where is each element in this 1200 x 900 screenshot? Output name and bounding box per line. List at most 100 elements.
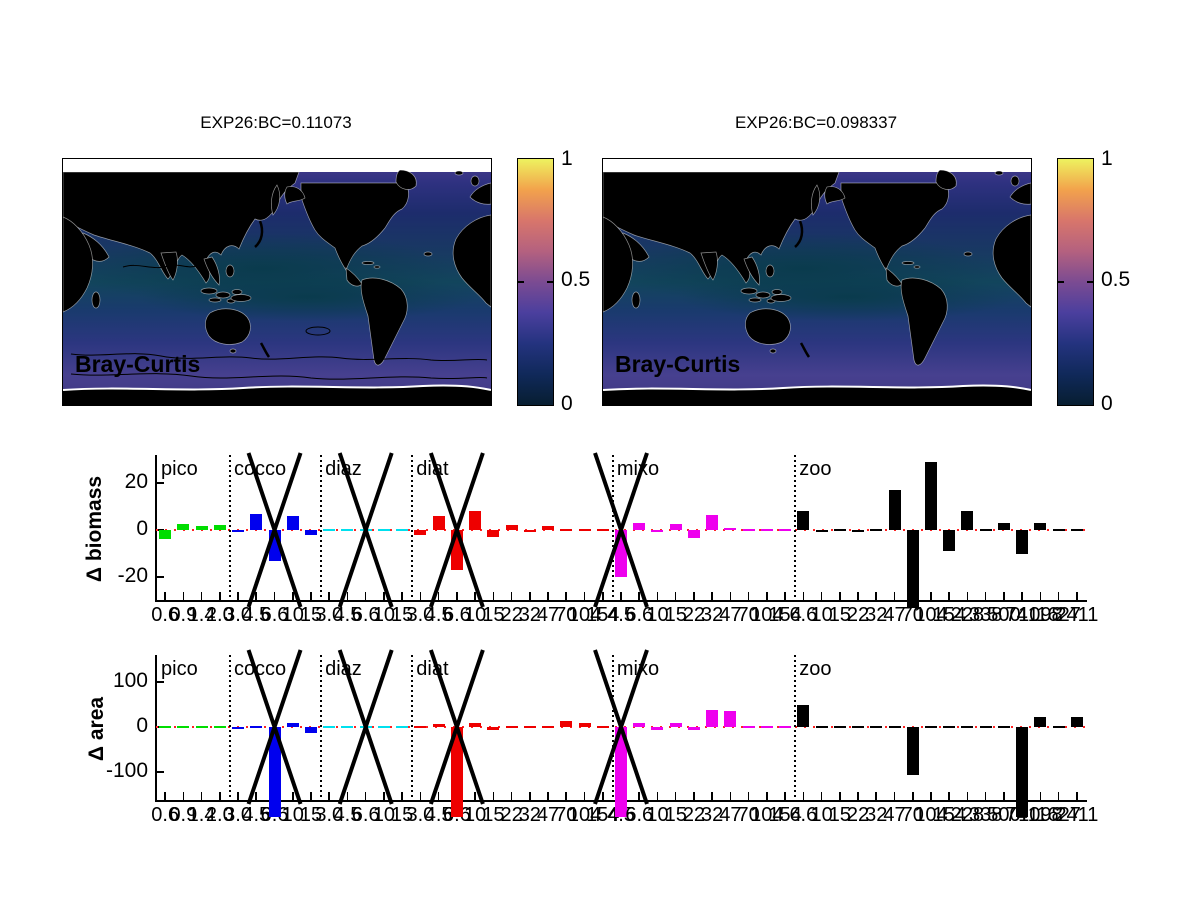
zoo-bar — [925, 726, 937, 728]
x-tick-label: 70 — [737, 804, 760, 826]
cocco-bar — [250, 726, 263, 728]
x-tick-mark — [747, 592, 750, 600]
x-tick-label: 104 — [750, 604, 784, 626]
x-tick-label: 22 — [682, 804, 706, 826]
x-tick-label: 104 — [567, 804, 602, 826]
colorbar-midtick-right — [1087, 281, 1093, 283]
x-tick-mark — [1003, 592, 1005, 600]
x-tick-mark — [875, 592, 878, 600]
mixo-bar — [760, 529, 773, 531]
x-tick-label: 338 — [969, 604, 1003, 626]
y-tick-label: 20 — [124, 470, 148, 493]
mixo-bar — [724, 527, 737, 530]
x-tick-mark — [966, 792, 969, 800]
x-tick-label: 15 — [664, 804, 687, 826]
y-tick-mark — [156, 576, 164, 578]
diaz-bar — [377, 726, 390, 728]
zoo-bar — [1034, 717, 1047, 727]
mixo-bar — [687, 530, 700, 539]
x-tick-label: 22 — [846, 804, 870, 826]
x-tick-mark — [291, 792, 294, 800]
x-tick-label: 22 — [500, 604, 523, 626]
y-tick-label: 0 — [136, 714, 148, 737]
cocco-bar — [268, 727, 281, 817]
x-tick-mark — [237, 792, 239, 800]
x-tick-mark — [492, 792, 495, 800]
mixo-bar — [651, 727, 664, 730]
x-tick-label: 104 — [914, 804, 948, 826]
zoo-bar — [979, 726, 992, 728]
x-tick-label: 15 — [299, 804, 323, 826]
mixo-bar — [779, 529, 792, 531]
colorbar-midtick-left — [1058, 281, 1064, 283]
x-tick-mark — [383, 792, 385, 800]
map2-colorbar — [1057, 158, 1094, 406]
map1-colorbar-tick-0: 0 — [561, 392, 573, 415]
group-label-mixo: mixo — [616, 658, 660, 680]
zoo-bar — [815, 530, 828, 533]
group-separator — [794, 455, 797, 600]
arctic-nodata — [63, 159, 491, 172]
x-tick-label: 10 — [463, 604, 487, 626]
x-tick-label: 15 — [664, 604, 687, 626]
x-tick-label: 10 — [281, 804, 304, 826]
x-tick-mark — [784, 592, 786, 600]
cocco-bar — [305, 530, 317, 535]
x-tick-label: 154 — [586, 604, 620, 626]
zoo-bar — [925, 461, 937, 530]
zoo-bar — [888, 726, 901, 728]
x-tick-label: 6.6 — [625, 804, 654, 826]
x-tick-mark — [638, 792, 641, 800]
diat-bar — [523, 726, 536, 728]
x-tick-label: 154 — [768, 604, 802, 626]
x-tick-mark — [1039, 592, 1042, 600]
x-tick-mark — [966, 592, 969, 600]
y-axis-spine — [155, 655, 157, 800]
x-tick-label: 32 — [518, 804, 541, 826]
y-tick-label: -20 — [117, 564, 148, 587]
x-tick-mark — [437, 792, 440, 800]
group-separator — [320, 455, 323, 600]
diat-bar — [469, 722, 482, 727]
diat-bar — [487, 530, 500, 538]
zoo-bar — [852, 530, 865, 533]
x-tick-label: 47 — [536, 604, 560, 626]
x-tick-label: 47 — [536, 804, 560, 826]
mixo-bar — [724, 711, 737, 727]
x-tick-mark — [164, 792, 166, 800]
diaz-bar — [359, 726, 372, 728]
antarctica — [603, 385, 1031, 405]
x-tick-label: 10 — [372, 604, 396, 626]
x-tick-label: 1098 — [1018, 604, 1063, 626]
diat-bar — [596, 726, 609, 728]
mixo-bar — [669, 722, 682, 727]
diat-bar — [578, 529, 591, 531]
diaz-bar — [323, 529, 336, 531]
group-separator — [411, 655, 414, 800]
group-separator — [611, 655, 614, 800]
x-tick-mark — [529, 592, 531, 600]
pico-bar — [177, 726, 190, 728]
x-tick-label: 104 — [750, 804, 784, 826]
mixo-bar — [687, 727, 700, 731]
cocco-bar — [286, 722, 299, 727]
x-tick-label: 0.6 — [151, 804, 180, 826]
x-tick-mark — [200, 592, 203, 600]
zoo-bar — [1070, 716, 1083, 727]
x-tick-label: 15 — [299, 604, 323, 626]
x-tick-mark — [547, 792, 549, 800]
zoo-bar — [979, 529, 992, 531]
x-tick-label: 47 — [719, 604, 742, 626]
x-tick-label: 3.0 — [224, 804, 252, 826]
x-tick-mark — [565, 592, 568, 600]
landmasses — [63, 169, 491, 366]
x-tick-label: 10 — [281, 604, 304, 626]
x-tick-mark — [601, 792, 604, 800]
diat-bar — [487, 727, 500, 730]
x-tick-mark — [674, 792, 677, 800]
x-tick-mark — [839, 792, 841, 800]
zoo-bar — [797, 705, 810, 727]
contour-lines — [70, 217, 488, 380]
x-tick-label: 154 — [932, 604, 966, 626]
mixo-bar — [706, 709, 719, 727]
